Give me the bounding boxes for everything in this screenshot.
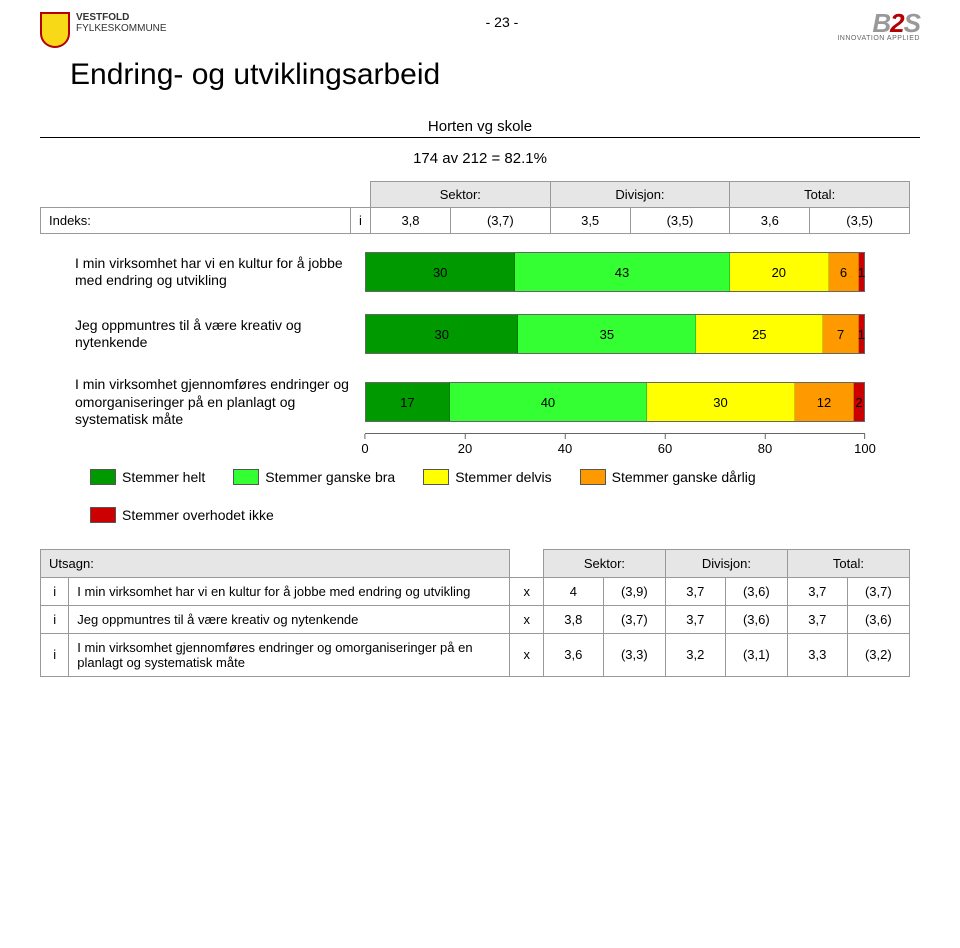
legend-label: Stemmer overhodet ikke: [122, 507, 274, 523]
bar-segment: 12: [795, 383, 854, 421]
utsagn-value: (3,7): [603, 605, 665, 633]
legend-item: Stemmer helt: [90, 469, 205, 485]
page-title: Endring- og utviklingsarbeid: [70, 58, 920, 92]
utsagn-value: 3,7: [665, 605, 725, 633]
header-bar: VESTFOLD FYLKESKOMMUNE - 23 - B2S INNOVA…: [40, 12, 920, 48]
page-marker: - 23 -: [486, 14, 519, 30]
chart-row-label: Jeg oppmuntres til å være kreativ og nyt…: [75, 317, 365, 352]
legend-item: Stemmer overhodet ikke: [90, 507, 274, 523]
shield-icon: [40, 12, 70, 48]
indeks-table: Sektor: Divisjon: Total: Indeks: i 3,8 (…: [40, 181, 910, 234]
utsagn-text: Jeg oppmuntres til å være kreativ og nyt…: [69, 605, 510, 633]
subtitle: Horten vg skole: [40, 118, 920, 135]
legend-label: Stemmer ganske dårlig: [612, 469, 756, 485]
indeks-h-total: Total:: [730, 182, 910, 208]
indeks-h-divisjon: Divisjon:: [550, 182, 730, 208]
utsagn-h-sektor: Sektor:: [543, 549, 665, 577]
legend-swatch: [580, 469, 606, 485]
legend-label: Stemmer helt: [122, 469, 205, 485]
utsagn-h-total: Total:: [787, 549, 909, 577]
legend-item: Stemmer delvis: [423, 469, 551, 485]
utsagn-value: 4: [543, 577, 603, 605]
legend-swatch: [90, 507, 116, 523]
utsagn-value: 3,7: [787, 605, 847, 633]
axis-tick: 80: [758, 434, 772, 456]
axis-tick: 40: [558, 434, 572, 456]
axis-tick: 60: [658, 434, 672, 456]
bar-segment: 25: [696, 315, 823, 353]
utsagn-table: Utsagn: Sektor: Divisjon: Total: iI min …: [40, 549, 910, 677]
utsagn-value: 3,6: [543, 633, 603, 676]
bar-segment: 2: [854, 383, 864, 421]
chart-row-label: I min virksomhet gjennomføres endringer …: [75, 376, 365, 429]
chart-legend: Stemmer helt Stemmer ganske bra Stemmer de…: [90, 469, 850, 523]
chart-row: I min virksomhet har vi en kultur for å …: [75, 252, 885, 292]
utsagn-value: (3,3): [603, 633, 665, 676]
utsagn-row: iJeg oppmuntres til å være kreativ og ny…: [41, 605, 910, 633]
utsagn-value: (3,6): [847, 605, 909, 633]
utsagn-row: iI min virksomhet har vi en kultur for å…: [41, 577, 910, 605]
legend-label: Stemmer delvis: [455, 469, 551, 485]
utsagn-value: (3,9): [603, 577, 665, 605]
logo-line1: VESTFOLD: [76, 12, 167, 23]
legend-swatch: [423, 469, 449, 485]
axis-tick: 0: [361, 434, 368, 456]
legend-swatch: [90, 469, 116, 485]
bar-segment: 1: [859, 253, 864, 291]
x-axis: 020406080100: [365, 433, 865, 455]
utsagn-h: Utsagn:: [41, 549, 510, 577]
utsagn-value: (3,7): [847, 577, 909, 605]
utsagn-value: (3,6): [725, 605, 787, 633]
legend-item: Stemmer ganske dårlig: [580, 469, 756, 485]
utsagn-row: iI min virksomhet gjennomføres endringer…: [41, 633, 910, 676]
utsagn-value: 3,7: [787, 577, 847, 605]
legend-swatch: [233, 469, 259, 485]
utsagn-value: 3,7: [665, 577, 725, 605]
bar-segment: 43: [515, 253, 729, 291]
utsagn-value: (3,2): [847, 633, 909, 676]
bar-segment: 17: [366, 383, 450, 421]
chart-row-label: I min virksomhet har vi en kultur for å …: [75, 255, 365, 290]
stacked-bar-chart: I min virksomhet har vi en kultur for å …: [75, 252, 885, 455]
bar-segment: 6: [829, 253, 859, 291]
utsagn-value: (3,1): [725, 633, 787, 676]
utsagn-h-divisjon: Divisjon:: [665, 549, 787, 577]
legend-item: Stemmer ganske bra: [233, 469, 395, 485]
indeks-h-sektor: Sektor:: [371, 182, 551, 208]
bar-segment: 30: [647, 383, 795, 421]
chart-row: Jeg oppmuntres til å være kreativ og nyt…: [75, 314, 885, 354]
bar-segment: 1: [859, 315, 864, 353]
chart-row: I min virksomhet gjennomføres endringer …: [75, 376, 885, 429]
axis-tick: 100: [854, 434, 876, 456]
legend-label: Stemmer ganske bra: [265, 469, 395, 485]
logo-tagline: INNOVATION APPLIED: [837, 35, 920, 42]
utsagn-value: 3,3: [787, 633, 847, 676]
b2s-logo: B2S INNOVATION APPLIED: [837, 12, 920, 42]
bar-segment: 35: [518, 315, 696, 353]
axis-tick: 20: [458, 434, 472, 456]
utsagn-text: I min virksomhet gjennomføres endringer …: [69, 633, 510, 676]
response-rate: 174 av 212 = 82.1%: [40, 150, 920, 167]
vestfold-logo: VESTFOLD FYLKESKOMMUNE: [40, 12, 167, 48]
rule: [40, 137, 920, 138]
indeks-row: Indeks: i 3,8 (3,7) 3,5 (3,5) 3,6 (3,5): [41, 208, 910, 234]
bar-segment: 30: [366, 315, 518, 353]
bar-segment: 20: [730, 253, 830, 291]
utsagn-value: 3,2: [665, 633, 725, 676]
bar-segment: 30: [366, 253, 515, 291]
utsagn-value: (3,6): [725, 577, 787, 605]
bar-track: 30352571: [365, 314, 865, 354]
bar-segment: 40: [450, 383, 647, 421]
logo-line2: FYLKESKOMMUNE: [76, 23, 167, 34]
utsagn-value: 3,8: [543, 605, 603, 633]
utsagn-text: I min virksomhet har vi en kultur for å …: [69, 577, 510, 605]
bar-segment: 7: [823, 315, 859, 353]
bar-track: 174030122: [365, 382, 865, 422]
bar-track: 30432061: [365, 252, 865, 292]
